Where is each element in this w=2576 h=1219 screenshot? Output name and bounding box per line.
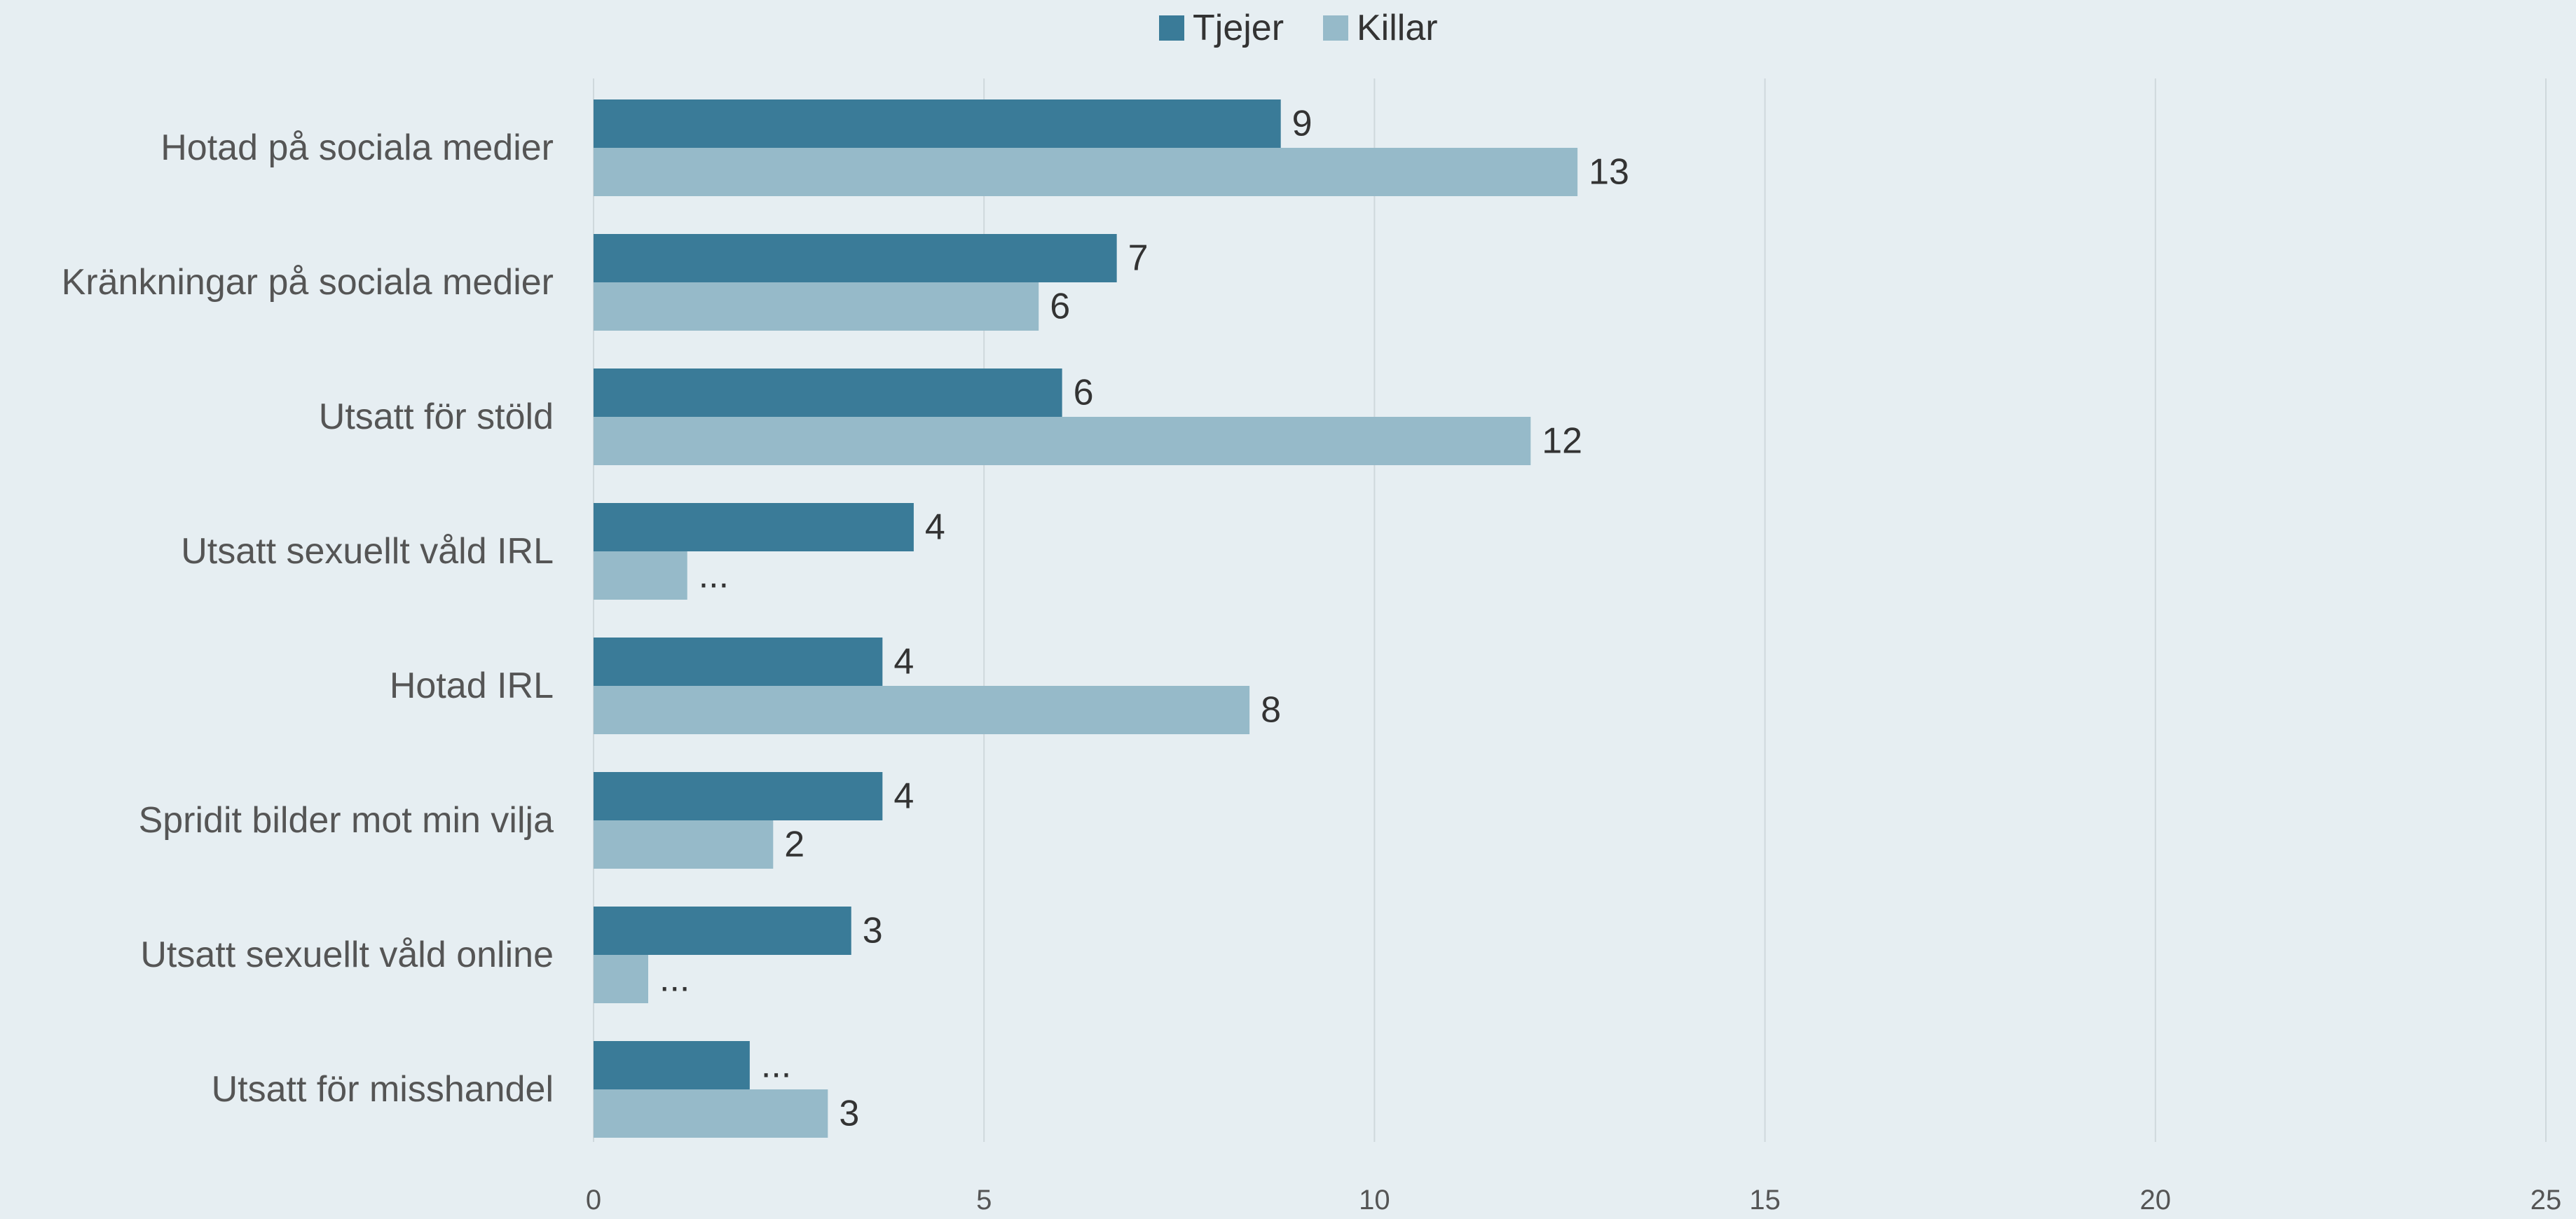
legend: Tjejer Killar (1159, 8, 1438, 48)
bar-tjejer (594, 907, 851, 955)
bar-killar (594, 551, 687, 600)
data-label: 2 (784, 825, 804, 865)
category-label: Hotad IRL (390, 666, 554, 706)
x-tick-label: 25 (2530, 1185, 2562, 1215)
data-label: 7 (1128, 238, 1149, 279)
data-label: 6 (1050, 287, 1070, 327)
data-label: 12 (1542, 421, 1582, 462)
bar-tjejer (594, 369, 1062, 417)
bar-tjejer (594, 638, 883, 686)
bar-killar (594, 417, 1531, 465)
bar-killar (594, 955, 649, 1003)
bar-killar (594, 820, 774, 869)
bar-tjejer (594, 1041, 750, 1089)
x-tick-label: 10 (1359, 1185, 1390, 1215)
data-label: 3 (863, 911, 883, 951)
x-tick-label: 0 (586, 1185, 601, 1215)
legend-label: Tjejer (1193, 8, 1284, 48)
data-label: ... (699, 556, 729, 596)
legend-swatch-tjejer (1159, 15, 1184, 41)
data-label: 6 (1074, 373, 1094, 413)
data-label: 8 (1261, 690, 1281, 731)
data-label: 4 (893, 642, 914, 682)
data-label: 9 (1292, 104, 1313, 144)
category-label: Utsatt sexuellt våld IRL (181, 531, 554, 572)
bar-killar (594, 686, 1250, 734)
legend-swatch-killar (1323, 15, 1348, 41)
data-label: ... (761, 1045, 791, 1086)
bar-killar (594, 1089, 828, 1138)
bar-tjejer (594, 772, 883, 820)
data-label: 4 (893, 776, 914, 817)
category-label: Utsatt för misshandel (212, 1069, 554, 1110)
category-label: Hotad på sociala medier (160, 128, 554, 168)
x-tick-label: 5 (976, 1185, 992, 1215)
data-label: 3 (839, 1094, 859, 1134)
bar-tjejer (594, 99, 1281, 148)
category-label: Utsatt sexuellt våld online (140, 935, 554, 975)
bar-killar (594, 148, 1578, 196)
category-label: Spridit bilder mot min vilja (139, 800, 554, 841)
bar-killar (594, 282, 1039, 331)
x-tick-label: 20 (2140, 1185, 2172, 1215)
bar-tjejer (594, 234, 1117, 282)
x-axis-ticks: 0 5 10 15 20 25 (586, 1185, 2561, 1215)
category-label: Kränkningar på sociala medier (62, 262, 554, 303)
data-label: 4 (925, 507, 945, 548)
legend-label: Killar (1357, 8, 1438, 48)
data-label: 13 (1589, 152, 1629, 193)
bar-tjejer (594, 503, 914, 551)
x-tick-label: 15 (1749, 1185, 1781, 1215)
data-label: ... (659, 959, 690, 1000)
category-label: Utsatt för stöld (319, 397, 554, 437)
category-labels: Hotad på sociala medier Kränkningar på so… (62, 128, 554, 1110)
bars: 9 7 6 4 4 4 3... 13 6 12... 8 2... 3 (594, 99, 1629, 1138)
